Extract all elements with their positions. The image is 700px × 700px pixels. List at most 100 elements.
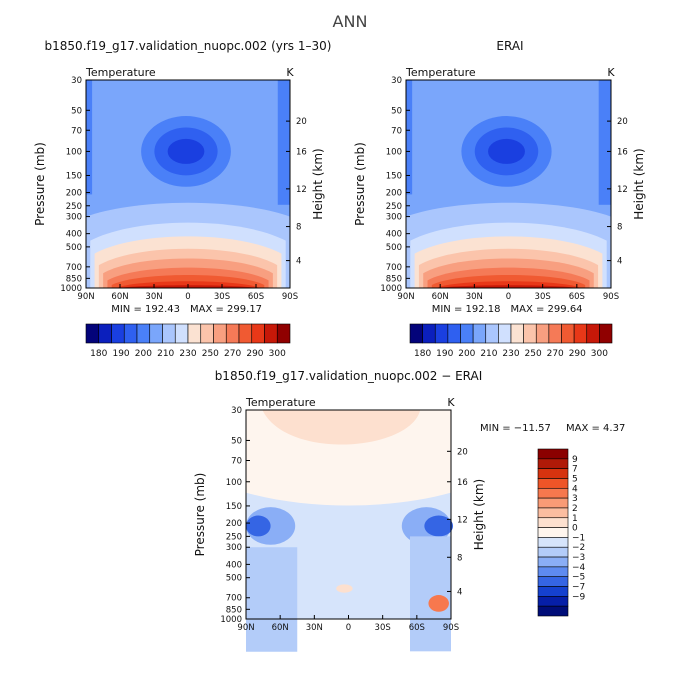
colorbar-box bbox=[535, 323, 550, 344]
y-tick-label: 850 bbox=[386, 274, 402, 284]
colorbar-label: 290 bbox=[246, 349, 263, 359]
colorbar-0: 180 190 200 210 230 250 270 290 300 bbox=[85, 323, 291, 359]
y-tick-label: 400 bbox=[386, 230, 402, 240]
colorbar-label: −3 bbox=[572, 553, 585, 563]
colorbar-box bbox=[149, 323, 163, 344]
colorbar-box bbox=[537, 537, 569, 548]
figure-title: ANN bbox=[332, 12, 368, 31]
x-tick-label: 30S bbox=[214, 292, 230, 302]
y-tick-label: 1000 bbox=[380, 284, 402, 294]
min-label: MIN = 192.43 bbox=[111, 304, 180, 315]
field-band bbox=[245, 515, 271, 537]
y-tick-label: 700 bbox=[386, 263, 402, 273]
y-tick-label: 250 bbox=[386, 202, 402, 212]
colorbar-box bbox=[537, 605, 569, 617]
colorbar-label: 210 bbox=[480, 349, 497, 359]
y-tick-label: 100 bbox=[66, 147, 82, 157]
colorbar-box bbox=[573, 323, 588, 344]
panel-title: ERAI bbox=[496, 39, 523, 53]
y-tick-label: 250 bbox=[66, 202, 82, 212]
colorbar-box bbox=[174, 323, 189, 344]
colorbar-label: 190 bbox=[112, 349, 129, 359]
min-label: MIN = 192.18 bbox=[432, 304, 501, 315]
y-tick-label: 50 bbox=[391, 106, 402, 116]
colorbar-label: −2 bbox=[572, 543, 585, 553]
field-band bbox=[86, 80, 93, 195]
x-tick-label: 60N bbox=[432, 292, 449, 302]
colorbar-label: 290 bbox=[569, 349, 586, 359]
shaded-field-0 bbox=[86, 80, 290, 288]
x-tick-label: 60N bbox=[272, 623, 289, 633]
colorbar-label: 250 bbox=[525, 349, 542, 359]
colorbar-box bbox=[561, 323, 575, 344]
y-tick-label: 700 bbox=[66, 263, 82, 273]
panel-title: b1850.f19_g17.validation_nuopc.002 − ERA… bbox=[215, 369, 483, 383]
colorbar-box bbox=[200, 323, 214, 344]
colorbar-box bbox=[498, 323, 512, 344]
colorbar-box bbox=[537, 507, 569, 519]
y-tick-label: 70 bbox=[71, 126, 82, 136]
field-band bbox=[336, 584, 353, 593]
y-tick-label: 500 bbox=[226, 574, 242, 584]
colorbar-box bbox=[586, 323, 600, 344]
colorbar-label: 0 bbox=[572, 524, 578, 534]
colorbar-label: 1 bbox=[572, 514, 578, 524]
colorbar-box bbox=[238, 323, 253, 344]
colorbar-box bbox=[136, 323, 151, 344]
y-tick-label: 500 bbox=[66, 243, 82, 253]
colorbar-box bbox=[447, 323, 461, 344]
colorbar-label: 180 bbox=[414, 349, 431, 359]
field-band bbox=[428, 595, 449, 612]
y2-tick-label: 4 bbox=[457, 587, 462, 597]
y-tick-label: 300 bbox=[386, 213, 402, 223]
colorbar-label: 7 bbox=[572, 465, 578, 475]
x-tick-label: 90S bbox=[603, 292, 619, 302]
colorbar-box bbox=[472, 323, 487, 344]
axes-1: ERAI Temperature K 90N 60N 30N 0 30S 60S 90S 30 50 7… bbox=[353, 39, 646, 315]
colorbar-label: 270 bbox=[224, 349, 241, 359]
colorbar-box bbox=[264, 323, 278, 344]
y2-tick-label: 4 bbox=[296, 257, 301, 267]
y-tick-label: 700 bbox=[226, 594, 242, 604]
colorbar-box bbox=[537, 487, 569, 499]
colorbar-box bbox=[98, 323, 112, 344]
variable-label: Temperature bbox=[405, 66, 476, 79]
colorbar-label: 210 bbox=[157, 349, 174, 359]
max-label: MAX = 4.37 bbox=[566, 423, 625, 434]
y-tick-label: 30 bbox=[391, 76, 402, 86]
y-tick-label: 200 bbox=[226, 519, 242, 529]
colorbar-box bbox=[123, 323, 138, 344]
field-band bbox=[410, 536, 451, 652]
colorbar-box bbox=[276, 323, 291, 344]
y2-tick-label: 8 bbox=[457, 553, 462, 563]
field-band bbox=[424, 515, 454, 537]
colorbar-box bbox=[537, 586, 569, 597]
x-tick-label: 60N bbox=[111, 292, 128, 302]
colorbar-label: 2 bbox=[572, 504, 578, 514]
colorbar-box bbox=[537, 546, 569, 558]
y2-tick-label: 16 bbox=[617, 147, 628, 157]
y-tick-label: 250 bbox=[226, 532, 242, 542]
x-tick-label: 90N bbox=[397, 292, 414, 302]
y-axis-label: Pressure (mb) bbox=[353, 142, 367, 226]
y-tick-label: 150 bbox=[386, 171, 402, 181]
y2-tick-label: 16 bbox=[457, 478, 468, 488]
colorbar-box bbox=[537, 566, 569, 578]
x-tick-label: 60S bbox=[248, 292, 264, 302]
x-tick-label: 30N bbox=[306, 623, 323, 633]
y-tick-label: 50 bbox=[231, 436, 242, 446]
axes-2: b1850.f19_g17.validation_nuopc.002 − ERA… bbox=[193, 369, 625, 633]
colorbar-label: 190 bbox=[436, 349, 453, 359]
max-label: MAX = 299.64 bbox=[511, 304, 583, 315]
colorbar-box bbox=[422, 323, 436, 344]
y-axis-label: Pressure (mb) bbox=[33, 142, 47, 226]
y-tick-label: 150 bbox=[226, 502, 242, 512]
y-tick-label: 850 bbox=[226, 605, 242, 615]
colorbar-label: 9 bbox=[572, 455, 578, 465]
y-tick-label: 200 bbox=[66, 189, 82, 199]
field-band bbox=[488, 138, 525, 164]
colorbar-box bbox=[537, 517, 569, 528]
y-tick-label: 70 bbox=[391, 126, 402, 136]
colorbar-box bbox=[548, 323, 562, 344]
